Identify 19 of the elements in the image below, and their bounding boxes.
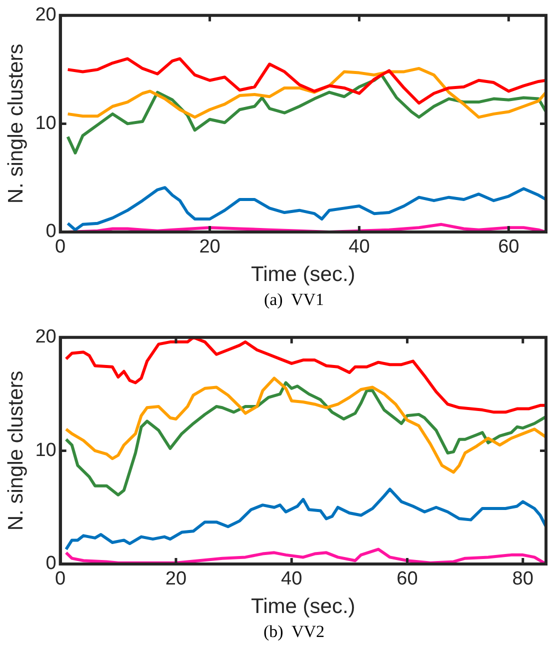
x-tick-label: 20	[199, 236, 220, 258]
x-axis-title: Time (sec.)	[251, 595, 356, 618]
x-tick-label: 80	[512, 568, 534, 590]
x-tick-label: 60	[498, 236, 520, 258]
y-tick-label: 10	[35, 112, 56, 134]
text: (b) VV2	[262, 622, 326, 642]
y-tick-label: 0	[46, 221, 56, 242]
x-axis-title: Time (sec.)	[251, 263, 356, 286]
x-tick-label: 20	[165, 568, 187, 590]
x-tick-label: 40	[348, 236, 370, 258]
y-tick-label: 0	[46, 553, 56, 574]
y-tick-label: 20	[35, 326, 56, 348]
x-tick-label: 40	[281, 568, 302, 590]
y-axis-title: N. single clusters	[4, 44, 28, 204]
y-tick-label: 20	[35, 4, 56, 26]
text: (a) VV1	[262, 290, 326, 310]
x-tick-label: 60	[396, 568, 418, 590]
y-tick-label: 10	[35, 440, 56, 461]
y-axis-title: N. single clusters	[4, 370, 28, 531]
